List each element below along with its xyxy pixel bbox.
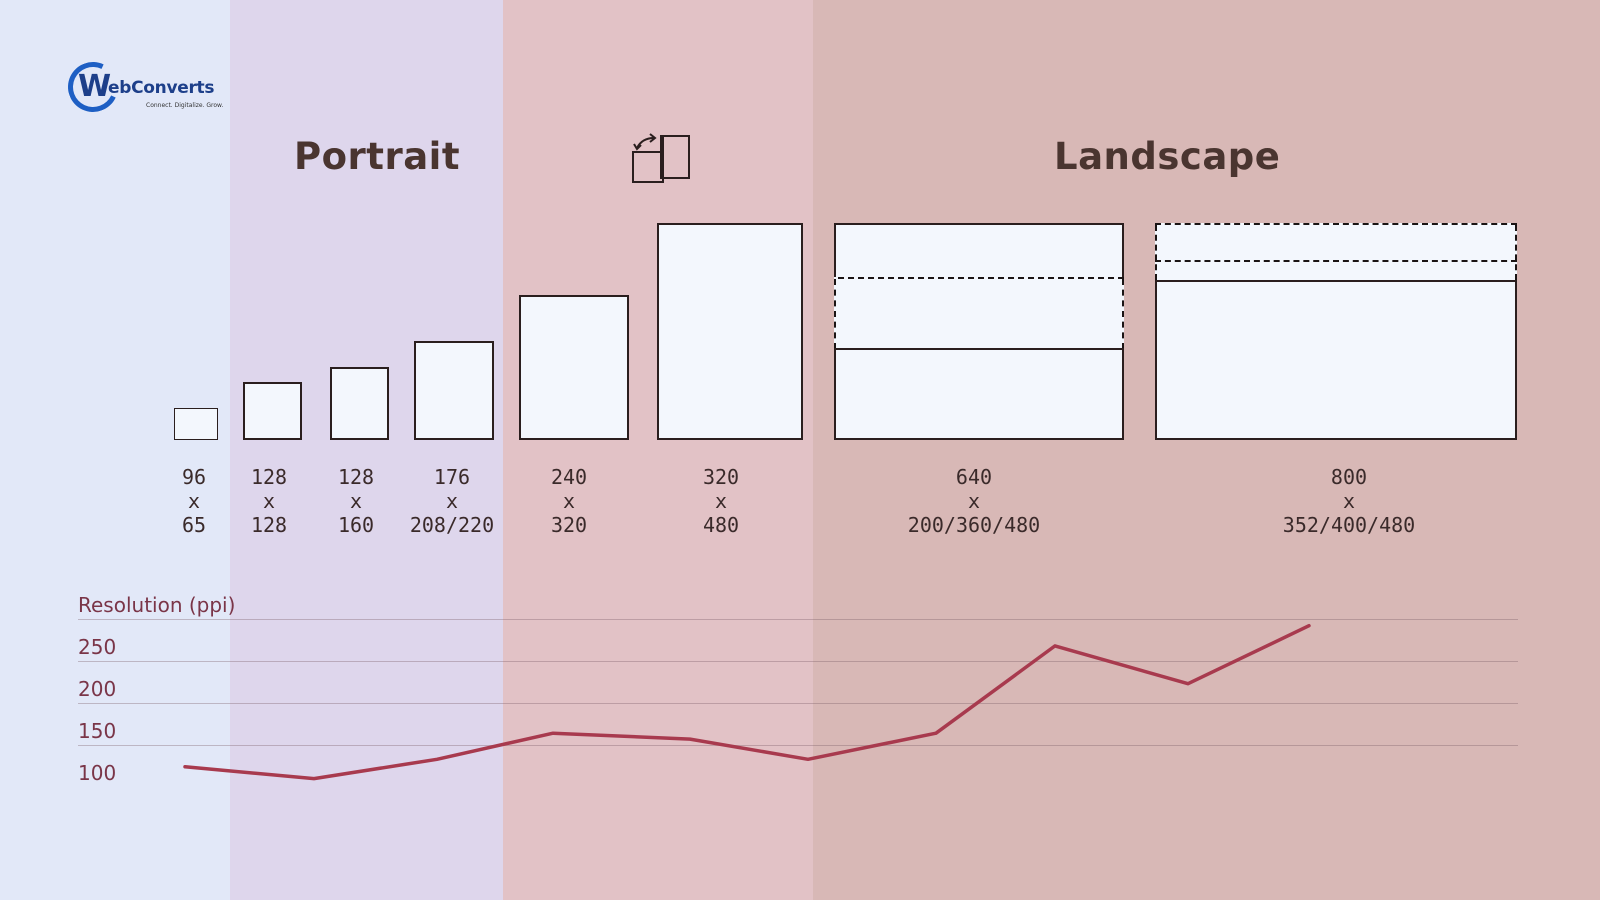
gridline xyxy=(78,703,1518,704)
screen-box-128x160 xyxy=(330,367,389,440)
box-edge xyxy=(1155,438,1517,440)
y-axis-label: Resolution (ppi) xyxy=(78,593,236,617)
dashed-height-200-line xyxy=(838,277,1124,279)
dashed-edge xyxy=(834,279,836,349)
box-edge xyxy=(834,438,1124,440)
screen-box-128x128 xyxy=(243,382,302,440)
dimension-label: 640 x 200/360/480 xyxy=(907,465,1041,537)
dimension-label: 800 x 352/400/480 xyxy=(1282,465,1416,537)
screen-box-800 xyxy=(1155,223,1517,440)
y-tick-250: 250 xyxy=(78,635,117,659)
y-tick-100: 100 xyxy=(78,761,117,785)
logo-tagline: Connect. Digitalize. Grow. xyxy=(146,102,224,109)
y-tick-150: 150 xyxy=(78,719,117,743)
dashed-height-400-line xyxy=(1155,260,1517,262)
rotate-orientation-icon xyxy=(632,133,690,183)
dashed-edge xyxy=(1122,279,1124,349)
y-tick-200: 200 xyxy=(78,677,117,701)
height-352-line xyxy=(1155,280,1517,282)
gridline xyxy=(78,745,1518,746)
box-edge xyxy=(834,223,1124,225)
box-edge xyxy=(1122,223,1124,277)
dimension-label: 128 x 160 xyxy=(337,465,375,537)
screen-box-640 xyxy=(834,223,1124,440)
dimension-label: 96 x 65 xyxy=(181,465,207,537)
dashed-top-line xyxy=(1155,223,1517,225)
dimension-label: 128 x 128 xyxy=(250,465,288,537)
box-edge xyxy=(1122,348,1124,440)
gridline xyxy=(78,661,1518,662)
dashed-edge xyxy=(1515,225,1517,280)
logo-wordmark: ebConverts xyxy=(108,78,215,98)
dimension-label: 320 x 480 xyxy=(702,465,740,537)
box-edge xyxy=(1515,280,1517,440)
height-360-line xyxy=(834,348,1124,350)
screen-box-240x320 xyxy=(519,295,629,440)
portrait-heading: Portrait xyxy=(294,135,461,178)
box-edge xyxy=(1155,280,1157,440)
dimension-label: 240 x 320 xyxy=(550,465,588,537)
dimension-label: 176 x 208/220 xyxy=(409,465,495,537)
gridline xyxy=(78,619,1518,620)
brand-logo: W ebConverts Connect. Digitalize. Grow. xyxy=(60,54,228,120)
box-edge xyxy=(834,223,836,277)
screen-box-320x480 xyxy=(657,223,803,440)
box-edge xyxy=(834,348,836,440)
landscape-heading: Landscape xyxy=(1054,135,1281,178)
dashed-edge xyxy=(1155,225,1157,280)
screen-box-96x65 xyxy=(174,408,218,440)
logo-initial: W xyxy=(78,69,111,104)
screen-box-176x208 xyxy=(414,341,494,440)
